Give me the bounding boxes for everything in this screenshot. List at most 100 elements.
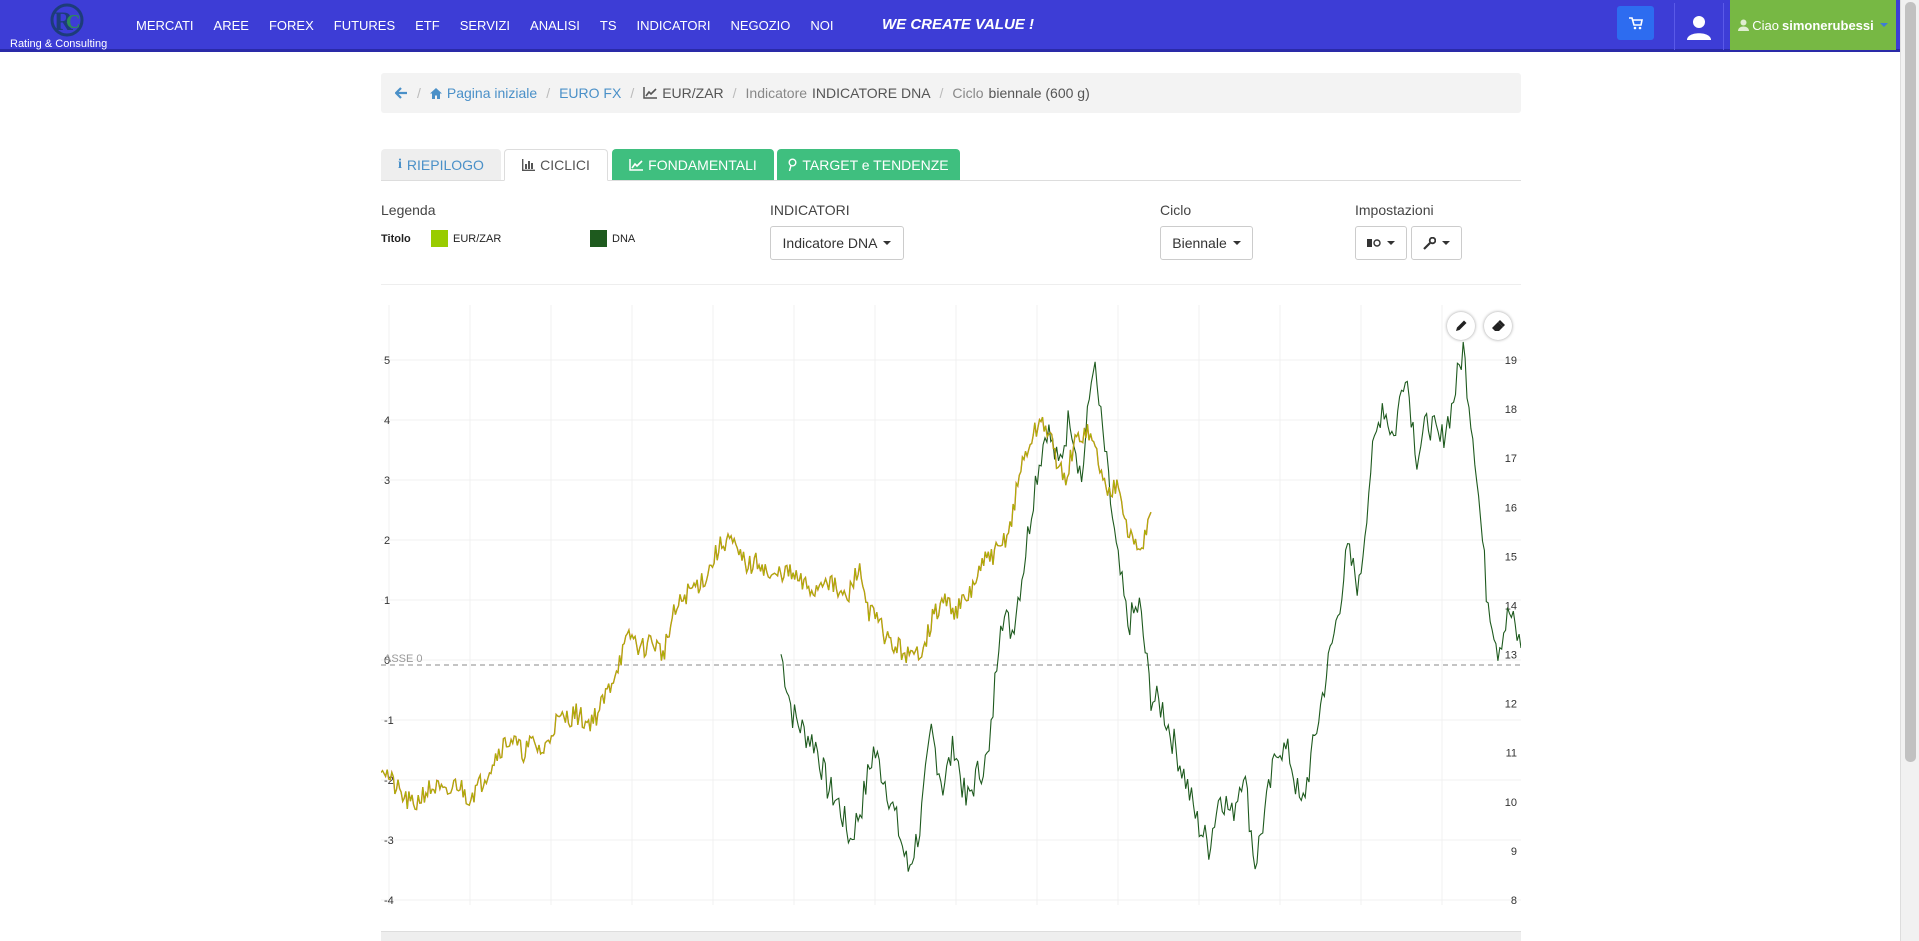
brand-logo[interactable]: R C Rating & Consulting — [6, 2, 124, 50]
draw-button[interactable] — [1447, 312, 1475, 340]
breadcrumb-indicator: Indicatore INDICATORE DNA — [746, 85, 931, 101]
breadcrumb-separator: / — [630, 85, 635, 101]
nav-item-ts[interactable]: TS — [599, 17, 617, 33]
tab-fondamentali[interactable]: FONDAMENTALI — [612, 149, 774, 180]
legend-item-eurzar[interactable]: EUR/ZAR — [431, 230, 590, 247]
user-menu-dropdown[interactable]: Ciao simonerubessi — [1730, 0, 1896, 50]
svg-text:C: C — [66, 11, 80, 33]
divider — [381, 284, 1521, 285]
tab-target-tendenze[interactable]: TARGET e TENDENZE — [777, 149, 960, 180]
tab-label: FONDAMENTALI — [648, 156, 757, 173]
cycle-heading: Ciclo — [1160, 202, 1192, 218]
chevron-down-icon — [883, 241, 892, 245]
cart-button[interactable] — [1617, 6, 1654, 40]
breadcrumb-indicator-prefix: Indicatore — [745, 85, 808, 101]
y-right-tick-label: 12 — [1505, 699, 1517, 711]
nav-item-aree[interactable]: AREE — [213, 17, 249, 33]
breadcrumb-market[interactable]: EURO FX — [559, 85, 622, 101]
tab-ciclici[interactable]: CICLICI — [504, 149, 608, 181]
nav-item-etf[interactable]: ETF — [415, 17, 440, 33]
breadcrumb-home-label: Pagina iniziale — [446, 85, 538, 101]
chevron-down-icon — [1442, 241, 1450, 245]
y-right-tick-label: 9 — [1511, 846, 1517, 858]
y-right-tick-label: 14 — [1505, 600, 1517, 612]
legend-item-label: DNA — [612, 232, 636, 245]
nav-item-analisi[interactable]: ANALISI — [530, 17, 580, 33]
breadcrumb-separator: / — [417, 85, 421, 101]
username: simonerubessi — [1781, 17, 1874, 33]
line-chart-icon — [643, 87, 658, 99]
y-right-tick-label: 19 — [1505, 355, 1517, 367]
tab-label: RIEPILOGO — [406, 156, 484, 173]
nav-item-noi[interactable]: NOI — [810, 17, 834, 33]
line-chart-icon — [629, 158, 644, 171]
nav-item-servizi[interactable]: SERVIZI — [459, 17, 511, 33]
breadcrumb-home[interactable]: Pagina iniziale — [429, 85, 538, 101]
legend-title: Titolo — [381, 232, 411, 245]
legend-swatch — [431, 230, 448, 247]
breadcrumb: / Pagina iniziale / EURO FX / EUR/ZAR / … — [381, 73, 1521, 113]
y-right-tick-label: 17 — [1505, 453, 1517, 465]
y-left-tick-label: 5 — [384, 355, 390, 367]
y-right-tick-label: 15 — [1505, 551, 1517, 563]
legend-heading: Legenda — [381, 202, 436, 218]
zero-axis-label: ASSE 0 — [384, 653, 423, 665]
legend-item-dna[interactable]: DNA — [590, 230, 635, 247]
y-left-tick-label: -2 — [384, 775, 394, 787]
back-button[interactable] — [395, 87, 408, 99]
indicators-heading: INDICATORI — [770, 202, 850, 218]
legend-item-label: EUR/ZAR — [453, 232, 502, 245]
nav-item-negozio[interactable]: NEGOZIO — [730, 17, 791, 33]
chevron-down-icon — [1232, 241, 1241, 245]
page-scrollbar[interactable] — [1900, 0, 1919, 941]
indicator-select[interactable]: Indicatore DNA — [770, 226, 904, 260]
main-menu: MERCATI AREE FOREX FUTURES ETF SERVIZI A… — [126, 0, 844, 50]
user-icon — [1738, 19, 1750, 31]
user-avatar-icon — [1687, 15, 1711, 40]
logo-rc-icon: R C — [50, 3, 84, 37]
erase-button[interactable] — [1484, 312, 1512, 340]
y-left-tick-label: 4 — [384, 415, 390, 427]
chevron-down-icon — [1387, 241, 1395, 245]
nav-item-forex[interactable]: FOREX — [268, 17, 314, 33]
y-right-tick-label: 8 — [1511, 895, 1517, 905]
breadcrumb-symbol[interactable]: EUR/ZAR — [643, 85, 724, 101]
pencil-icon — [1456, 320, 1467, 331]
nav-item-futures[interactable]: FUTURES — [333, 17, 396, 33]
nav-item-mercati[interactable]: MERCATI — [136, 17, 194, 33]
y-left-tick-label: 0 — [384, 655, 390, 667]
tab-bar: i RIEPILOGO CICLICI FONDAMENTALI TARGET … — [381, 149, 1521, 181]
cycle-chart[interactable]: 543210-1-2-3-41918171615141312111098ASSE… — [381, 305, 1521, 905]
display-settings-button[interactable] — [1355, 226, 1407, 260]
tab-label: CICLICI — [540, 157, 590, 173]
chart-legend: Titolo EUR/ZAR DNA — [381, 230, 635, 247]
tab-riepilogo[interactable]: i RIEPILOGO — [381, 149, 501, 180]
pin-icon — [788, 158, 797, 171]
breadcrumb-symbol-label: EUR/ZAR — [662, 85, 724, 101]
cart-icon — [1628, 16, 1643, 29]
breadcrumb-indicator-name: INDICATORE DNA — [812, 85, 931, 101]
cycle-select[interactable]: Biennale — [1160, 226, 1253, 260]
series-eurzar-line — [381, 416, 1152, 811]
y-right-tick-label: 18 — [1505, 404, 1517, 416]
avatar[interactable] — [1674, 3, 1724, 50]
scrollbar-thumb[interactable] — [1905, 2, 1916, 762]
breadcrumb-cycle-name: biennale (600 g) — [988, 85, 1090, 101]
y-left-tick-label: -4 — [384, 895, 394, 905]
eraser-icon — [1492, 320, 1505, 331]
y-right-tick-label: 10 — [1505, 797, 1517, 809]
breadcrumb-separator: / — [546, 85, 551, 101]
tab-label: TARGET e TENDENZE — [802, 156, 949, 173]
y-left-tick-label: -1 — [384, 715, 394, 727]
tagline: WE CREATE VALUE ! — [882, 16, 1034, 33]
tools-settings-button[interactable] — [1411, 226, 1462, 260]
indicator-select-value: Indicatore DNA — [782, 235, 878, 251]
logo-text: Rating & Consulting — [10, 38, 108, 50]
nav-item-indicatori[interactable]: INDICATORI — [636, 17, 711, 33]
breadcrumb-separator: / — [732, 85, 737, 101]
info-icon: i — [398, 156, 402, 172]
legend-swatch — [590, 230, 607, 247]
arrow-left-icon — [395, 87, 407, 99]
chart-bottom-panel — [381, 931, 1521, 941]
user-greeting: Ciao — [1752, 17, 1779, 33]
